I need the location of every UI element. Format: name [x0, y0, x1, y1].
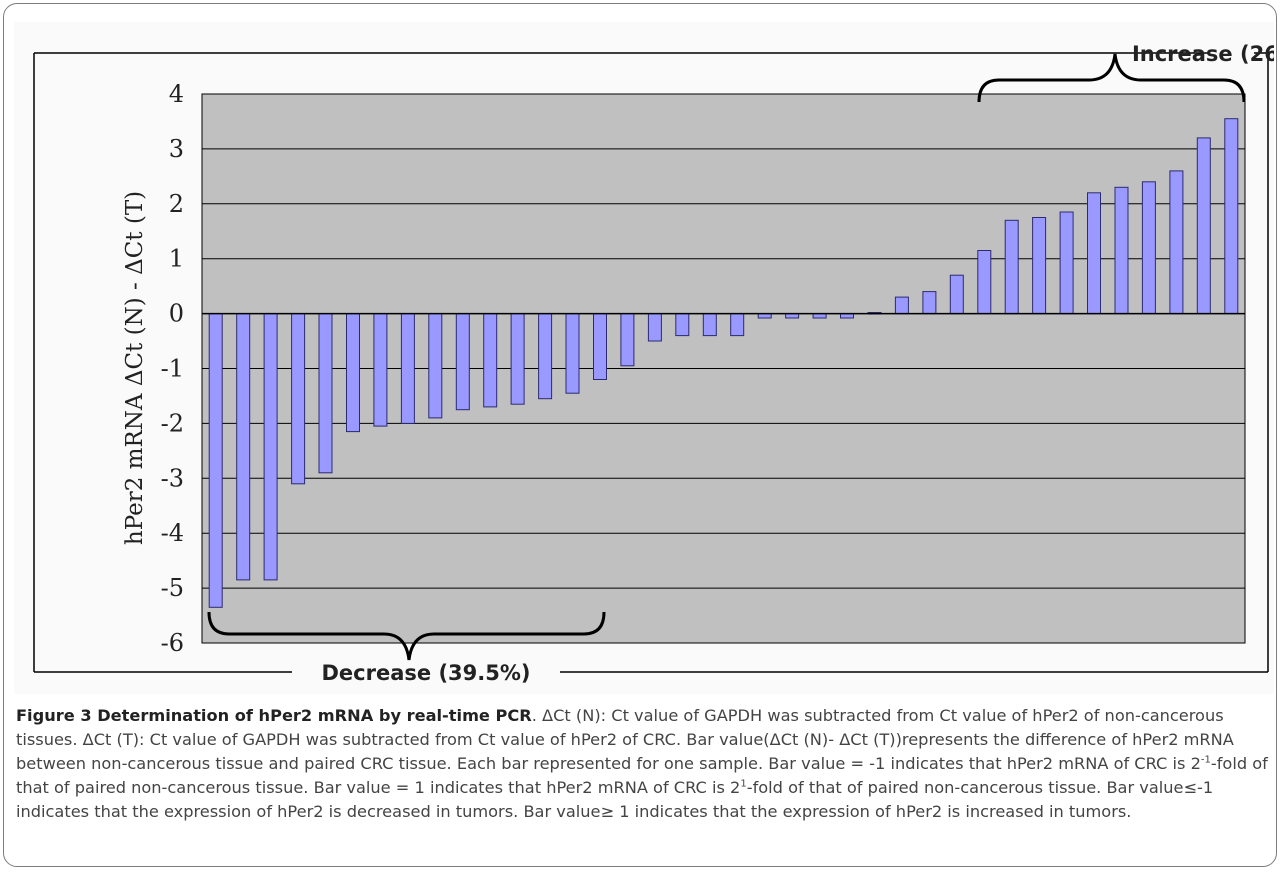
increase-label: Increase (26.3%) [1132, 42, 1274, 66]
y-tick-label: -2 [161, 409, 184, 437]
y-tick-label: 4 [169, 80, 184, 108]
bar [263, 313, 278, 581]
bar [1141, 181, 1156, 315]
bar [1087, 192, 1101, 315]
bar [236, 313, 251, 581]
bar [647, 313, 662, 342]
bar [977, 250, 992, 315]
bar [894, 296, 909, 315]
increase-brace [977, 53, 1246, 103]
figure-caption: Figure 3 Determination of hPer2 mRNA by … [16, 704, 1270, 824]
bar-chart: 4 3 2 1 0 -1 -2 -3 -4 -5 -6 hPer2 mRNA ΔCt (N) - Δ… [33, 42, 1274, 685]
y-tick-label: 1 [169, 245, 184, 273]
bar [400, 313, 415, 424]
bar [730, 313, 745, 337]
y-tick-label: -3 [161, 464, 184, 492]
bar [922, 291, 937, 315]
bar [208, 313, 223, 608]
caption-superscript-1: -1 [1200, 754, 1211, 766]
bar-series [208, 118, 1239, 608]
bar [1196, 137, 1211, 315]
y-tick-labels: 4 3 2 1 0 -1 -2 -3 -4 -5 -6 [161, 80, 184, 657]
bar [373, 313, 388, 427]
bar [620, 313, 635, 367]
figure-panel: 4 3 2 1 0 -1 -2 -3 -4 -5 -6 hPer2 mRNA ΔCt (N) - Δ… [14, 22, 1274, 694]
bar [1004, 219, 1019, 315]
y-tick-label: -5 [161, 574, 184, 602]
y-tick-label: 3 [169, 135, 184, 163]
bar [702, 313, 717, 337]
caption-superscript-2: 1 [740, 778, 747, 790]
bar [510, 313, 525, 405]
figure-frame [3, 3, 1277, 867]
decrease-brace [207, 611, 606, 661]
bar [593, 313, 607, 381]
bar [1224, 118, 1239, 315]
bar [1114, 186, 1129, 315]
bar [1059, 211, 1074, 315]
bar [428, 313, 443, 419]
y-tick-label: 0 [169, 300, 184, 328]
y-tick-label: 2 [169, 190, 184, 218]
bar [346, 313, 360, 433]
bar [538, 313, 553, 400]
y-axis-label: hPer2 mRNA ΔCt (N) - ΔCt (T) [122, 191, 148, 545]
bar [318, 313, 333, 474]
caption-text-3: -fold of that of paired non-cancerous ti… [16, 778, 1214, 821]
bar [949, 274, 964, 315]
decrease-label: Decrease (39.5%) [322, 661, 531, 685]
caption-text-2: -fold of that of paired non-cancerous ti… [16, 754, 1268, 797]
y-tick-label: -6 [161, 629, 184, 657]
bar [565, 313, 580, 394]
y-tick-label: -1 [161, 355, 184, 383]
bar [1169, 170, 1184, 315]
caption-label: Figure 3 Determination of hPer2 mRNA by … [16, 706, 532, 725]
bar [483, 313, 498, 408]
caption-text-1: . ΔCt (N): Ct value of GAPDH was subtrac… [16, 706, 1234, 773]
bar [675, 313, 690, 337]
bar [291, 313, 306, 485]
y-tick-label: -4 [161, 519, 184, 547]
bar [1032, 217, 1047, 315]
bar [455, 313, 470, 411]
